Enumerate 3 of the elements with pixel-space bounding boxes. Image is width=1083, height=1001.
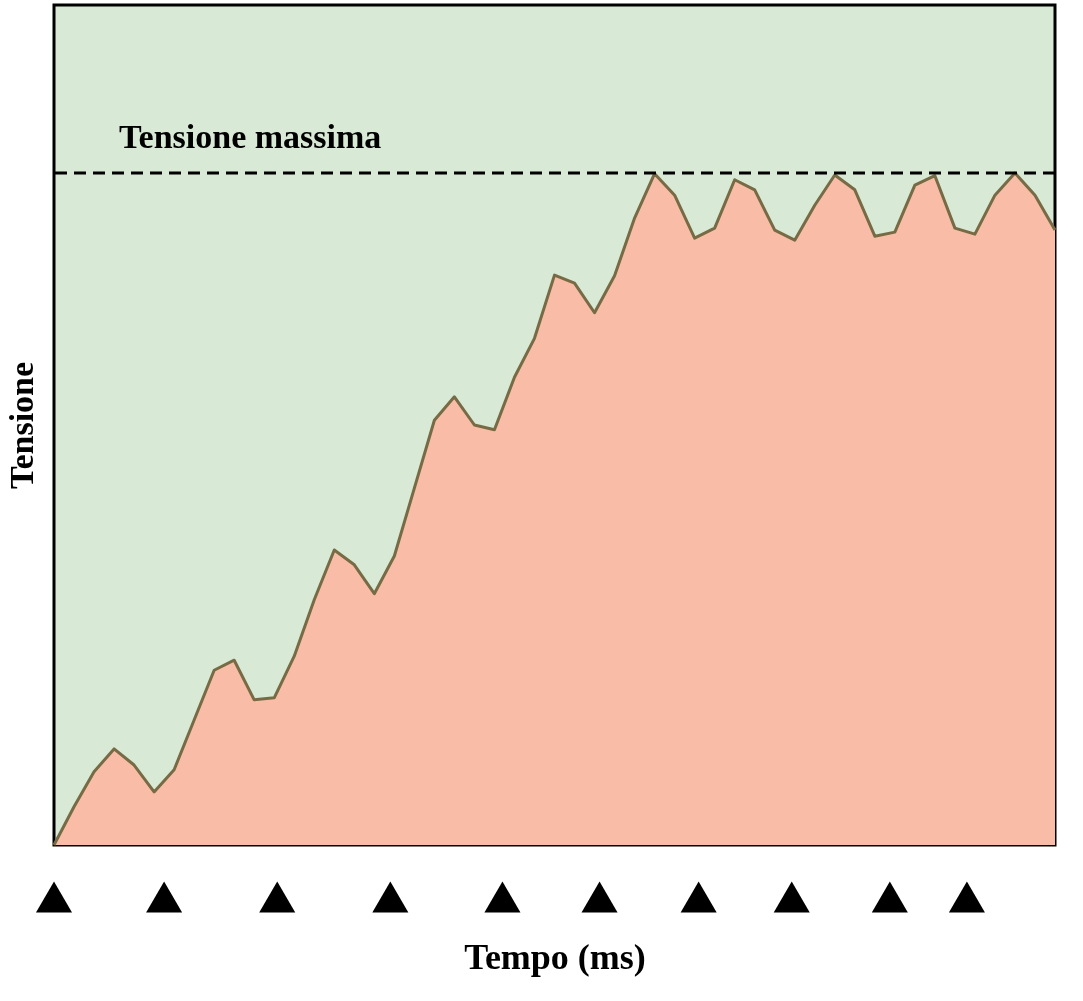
ref-line-label: Tensione massima [119,118,382,155]
x-axis-title: Tempo (ms) [464,936,646,977]
y-axis-title: Tensione [2,361,40,490]
